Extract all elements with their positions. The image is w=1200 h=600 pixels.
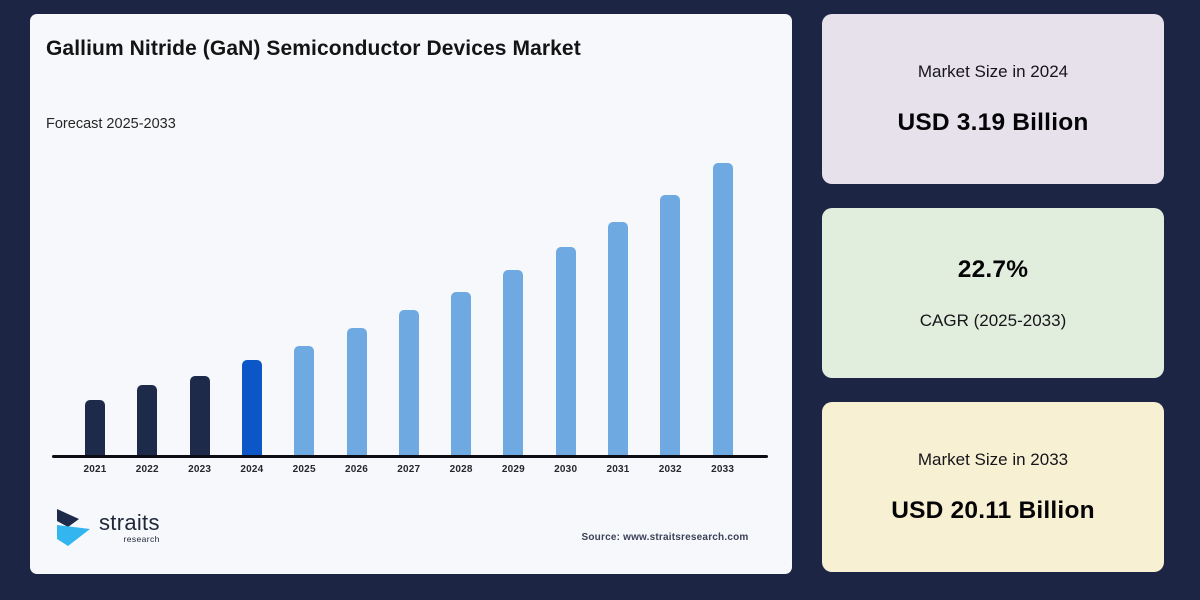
x-axis-label-2030: 2030 <box>554 464 578 475</box>
x-axis-label-2032: 2032 <box>658 464 682 475</box>
bar-2032 <box>660 195 681 455</box>
stat-card-label: Market Size in 2033 <box>917 449 1069 469</box>
stat-card-label: CAGR (2025-2033) <box>919 310 1067 330</box>
stat-card-market-size-2033: Market Size in 2033 USD 20.11 Billion <box>822 402 1164 572</box>
bar-2029 <box>503 270 524 455</box>
bar-2021 <box>85 400 105 455</box>
logo-sub-wordmark: research <box>123 534 160 545</box>
stat-card-cagr: 22.7% CAGR (2025-2033) <box>822 208 1164 378</box>
source-text: Source: www.straitsresearch.com <box>581 532 749 543</box>
bar-2026 <box>346 328 367 455</box>
bar-2030 <box>555 247 576 455</box>
bar-2027 <box>398 310 419 455</box>
x-axis-label-2027: 2027 <box>397 464 421 475</box>
bar-chart: 2021 2022 2023 2024 2025 2026 2027 2028 2029 2030… <box>30 14 792 574</box>
straits-logo-icon <box>57 509 90 546</box>
x-axis-label-2022: 2022 <box>135 464 159 475</box>
chart-subtitle: Forecast 2025-2033 <box>46 116 176 132</box>
straits-logo: straits research <box>56 508 160 548</box>
straits-logo-text: straits research <box>99 512 160 544</box>
x-axis-label-2024: 2024 <box>240 464 264 475</box>
chart-card: Gallium Nitride (GaN) Semiconductor Devi… <box>30 14 792 574</box>
bar-2031 <box>608 222 628 455</box>
bar-2024 <box>241 360 262 455</box>
stat-card-label: Market Size in 2024 <box>917 61 1069 81</box>
stat-card-market-size-2024: Market Size in 2024 USD 3.19 Billion <box>822 14 1164 184</box>
x-axis-label-2023: 2023 <box>188 464 212 475</box>
x-axis-label-2029: 2029 <box>501 464 525 475</box>
x-axis-label-2028: 2028 <box>449 464 473 475</box>
logo-wordmark: straits <box>99 510 160 536</box>
bar-2023 <box>189 376 210 455</box>
bar-2025 <box>294 346 315 455</box>
x-axis-line <box>52 455 768 458</box>
x-axis-label-2031: 2031 <box>606 464 630 475</box>
bar-2033 <box>712 163 733 455</box>
bar-2028 <box>451 292 472 455</box>
bar-2022 <box>137 385 158 455</box>
x-axis-label-2025: 2025 <box>292 464 316 475</box>
stat-card-value: 22.7% <box>957 255 1029 283</box>
stat-card-value: USD 20.11 Billion <box>891 496 1095 524</box>
x-axis-label-2033: 2033 <box>711 464 735 475</box>
stat-card-value: USD 3.19 Billion <box>897 108 1089 136</box>
chart-title: Gallium Nitride (GaN) Semiconductor Devi… <box>46 37 581 60</box>
x-axis-label-2021: 2021 <box>83 464 107 475</box>
x-axis-label-2026: 2026 <box>344 464 369 475</box>
